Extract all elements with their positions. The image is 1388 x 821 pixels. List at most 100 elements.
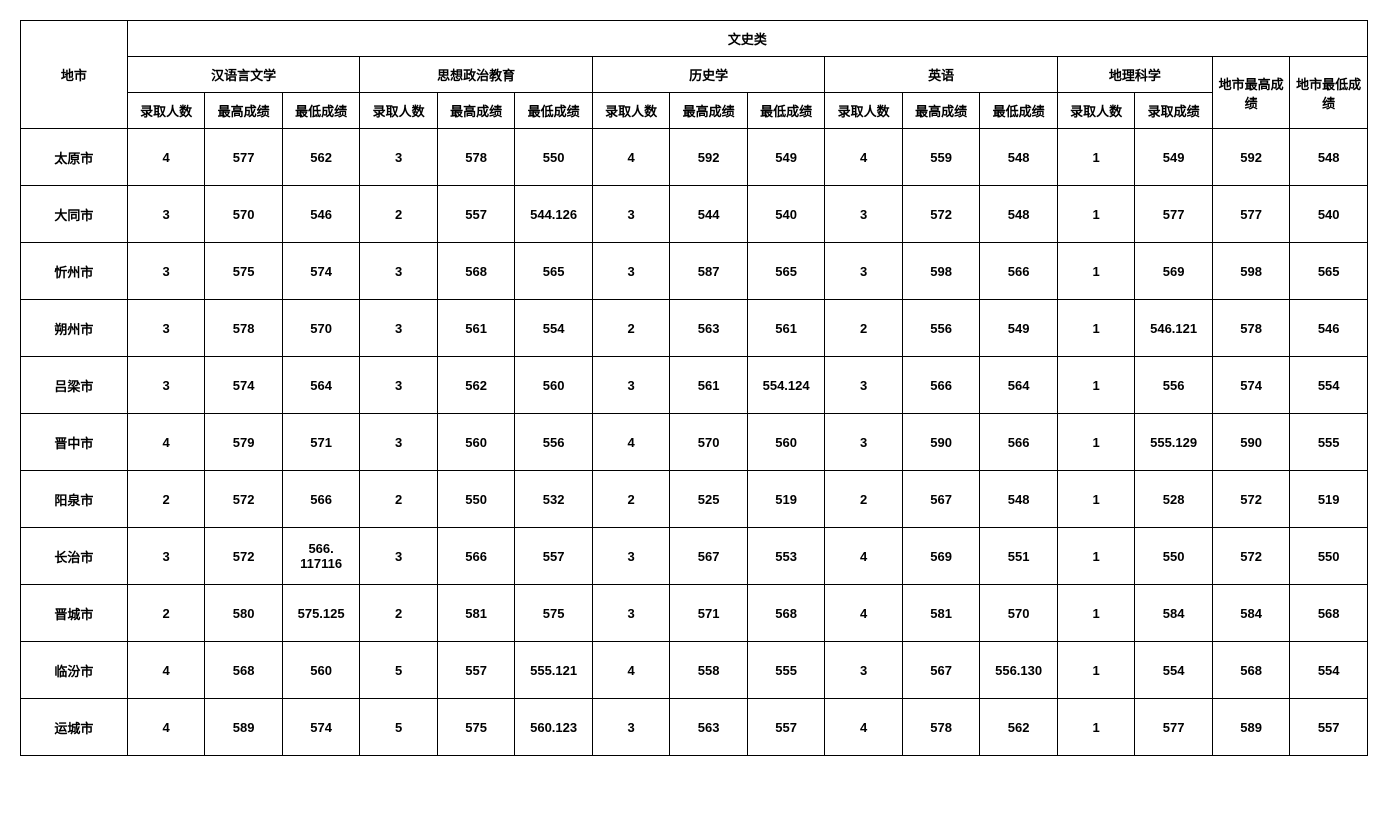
data-cell: 519 <box>1290 471 1368 528</box>
data-cell: 561 <box>747 300 825 357</box>
data-cell: 3 <box>592 528 670 585</box>
data-cell: 569 <box>1135 243 1213 300</box>
data-cell: 561 <box>670 357 748 414</box>
sub-header: 录取人数 <box>360 93 438 129</box>
data-cell: 592 <box>670 129 748 186</box>
data-cell: 566 <box>437 528 515 585</box>
data-cell: 546 <box>1290 300 1368 357</box>
data-cell: 578 <box>205 300 283 357</box>
data-cell: 565 <box>1290 243 1368 300</box>
data-cell: 2 <box>127 471 205 528</box>
data-cell: 557 <box>747 699 825 756</box>
city-name: 吕梁市 <box>21 357 128 414</box>
data-cell: 3 <box>592 243 670 300</box>
data-cell: 559 <box>902 129 980 186</box>
sub-header: 最低成绩 <box>980 93 1058 129</box>
data-cell: 578 <box>902 699 980 756</box>
sub-header: 最低成绩 <box>515 93 593 129</box>
data-cell: 2 <box>360 471 438 528</box>
data-cell: 577 <box>205 129 283 186</box>
data-cell: 4 <box>127 129 205 186</box>
data-cell: 519 <box>747 471 825 528</box>
data-cell: 4 <box>825 129 903 186</box>
data-cell: 575.125 <box>282 585 360 642</box>
data-cell: 2 <box>592 300 670 357</box>
data-cell: 555.129 <box>1135 414 1213 471</box>
sub-header: 录取人数 <box>592 93 670 129</box>
data-cell: 556 <box>515 414 593 471</box>
data-cell: 550 <box>1135 528 1213 585</box>
data-cell: 584 <box>1212 585 1290 642</box>
data-cell: 550 <box>515 129 593 186</box>
data-cell: 565 <box>747 243 825 300</box>
data-cell: 554.124 <box>747 357 825 414</box>
data-cell: 548 <box>1290 129 1368 186</box>
data-cell: 548 <box>980 471 1058 528</box>
data-cell: 3 <box>592 699 670 756</box>
data-cell: 540 <box>747 186 825 243</box>
data-cell: 562 <box>980 699 1058 756</box>
data-cell: 566 <box>282 471 360 528</box>
data-cell: 572 <box>1212 528 1290 585</box>
data-cell: 3 <box>360 243 438 300</box>
subject-header-1: 思想政治教育 <box>360 57 593 93</box>
city-name: 大同市 <box>21 186 128 243</box>
data-cell: 2 <box>360 186 438 243</box>
data-cell: 572 <box>205 471 283 528</box>
data-cell: 4 <box>825 699 903 756</box>
data-cell: 554 <box>1290 357 1368 414</box>
data-cell: 4 <box>592 414 670 471</box>
table-row: 长治市3572566. 1171163566557356755345695511… <box>21 528 1368 585</box>
data-cell: 528 <box>1135 471 1213 528</box>
table-row: 吕梁市357456435625603561554.124356656415565… <box>21 357 1368 414</box>
data-cell: 1 <box>1057 471 1135 528</box>
sub-header: 最高成绩 <box>205 93 283 129</box>
sub-header: 录取人数 <box>127 93 205 129</box>
data-cell: 581 <box>437 585 515 642</box>
subject-header-4: 地理科学 <box>1057 57 1212 93</box>
data-cell: 2 <box>825 471 903 528</box>
data-cell: 3 <box>127 243 205 300</box>
data-cell: 3 <box>825 414 903 471</box>
sub-header: 最高成绩 <box>902 93 980 129</box>
data-cell: 3 <box>127 357 205 414</box>
data-cell: 548 <box>980 129 1058 186</box>
data-cell: 3 <box>127 300 205 357</box>
data-cell: 540 <box>1290 186 1368 243</box>
data-cell: 557 <box>515 528 593 585</box>
data-cell: 598 <box>902 243 980 300</box>
data-cell: 554 <box>515 300 593 357</box>
data-cell: 558 <box>670 642 748 699</box>
city-name: 阳泉市 <box>21 471 128 528</box>
data-cell: 584 <box>1135 585 1213 642</box>
data-cell: 3 <box>592 186 670 243</box>
data-cell: 554 <box>1290 642 1368 699</box>
city-header: 地市 <box>21 21 128 129</box>
data-cell: 569 <box>902 528 980 585</box>
data-cell: 574 <box>282 699 360 756</box>
data-cell: 3 <box>127 528 205 585</box>
data-cell: 587 <box>670 243 748 300</box>
data-cell: 589 <box>1212 699 1290 756</box>
data-cell: 575 <box>515 585 593 642</box>
data-cell: 568 <box>1212 642 1290 699</box>
data-cell: 556 <box>1135 357 1213 414</box>
data-cell: 561 <box>437 300 515 357</box>
data-cell: 555 <box>747 642 825 699</box>
subject-header-0: 汉语言文学 <box>127 57 360 93</box>
data-cell: 575 <box>437 699 515 756</box>
city-name: 太原市 <box>21 129 128 186</box>
data-cell: 578 <box>437 129 515 186</box>
data-cell: 546.121 <box>1135 300 1213 357</box>
data-cell: 568 <box>205 642 283 699</box>
data-cell: 562 <box>437 357 515 414</box>
data-cell: 554 <box>1135 642 1213 699</box>
data-cell: 556 <box>902 300 980 357</box>
data-cell: 2 <box>825 300 903 357</box>
data-cell: 4 <box>127 699 205 756</box>
data-cell: 590 <box>902 414 980 471</box>
data-cell: 571 <box>670 585 748 642</box>
data-cell: 1 <box>1057 243 1135 300</box>
data-cell: 549 <box>1135 129 1213 186</box>
data-cell: 525 <box>670 471 748 528</box>
